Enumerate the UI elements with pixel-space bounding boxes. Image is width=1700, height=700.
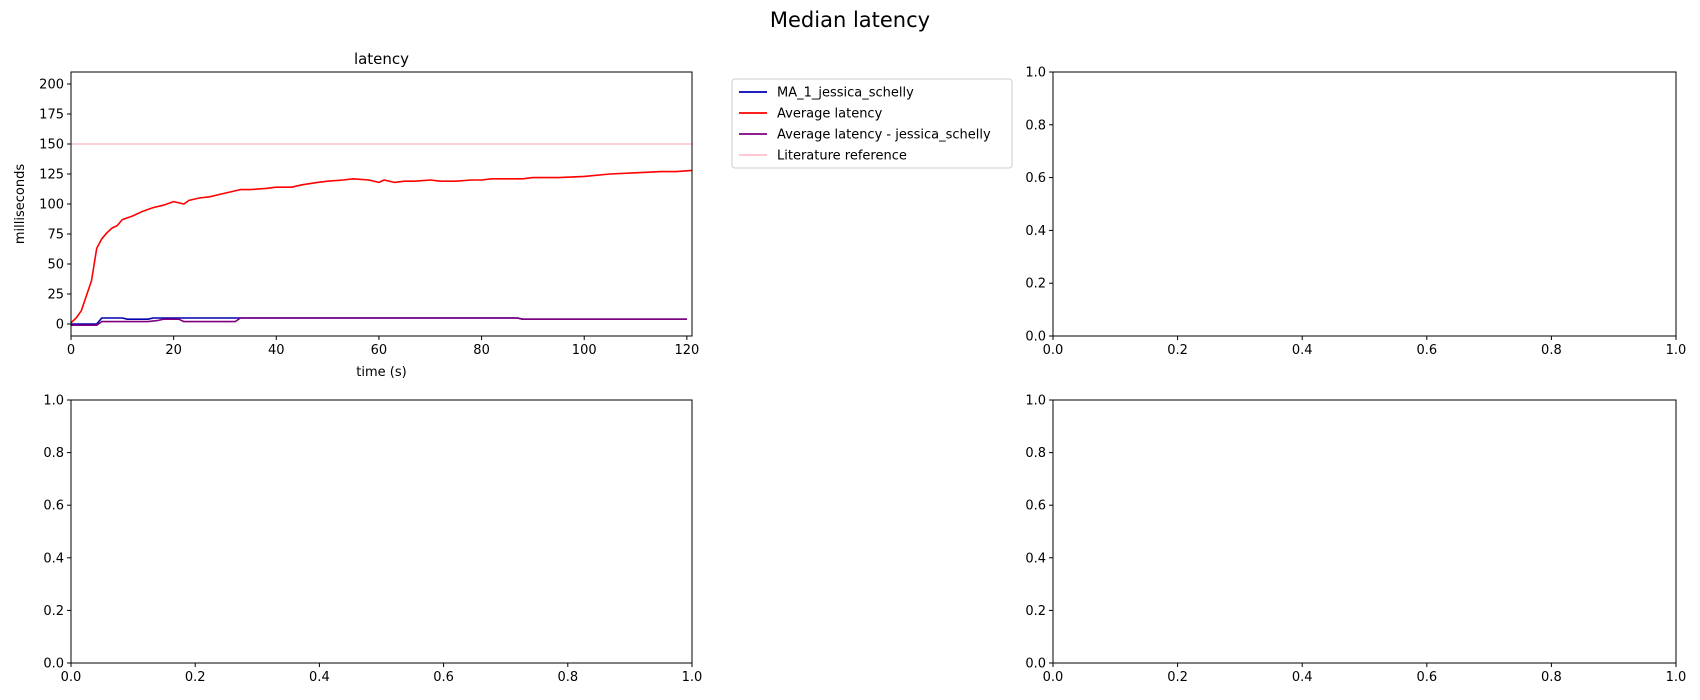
x-tick-label: 120 xyxy=(674,343,699,358)
y-tick-label: 0.2 xyxy=(43,604,64,619)
y-tick-label: 0 xyxy=(56,318,64,333)
y-tick-label: 1.0 xyxy=(43,394,64,409)
x-tick-label: 0.4 xyxy=(1292,343,1313,358)
x-tick-label: 0.6 xyxy=(1416,343,1437,358)
axes-frame-1 xyxy=(70,71,693,337)
y-tick-label: 0.8 xyxy=(43,446,64,461)
y-tick-label: 0.6 xyxy=(1025,171,1046,186)
y-tick-label: 0.6 xyxy=(1025,499,1046,514)
x-tick-label: 0 xyxy=(67,343,75,358)
x-tick-label: 0.0 xyxy=(1043,670,1064,685)
legend-entry-2: Average latency xyxy=(777,107,883,122)
x-tick-label: 0.0 xyxy=(1043,343,1064,358)
y-tick-label: 150 xyxy=(39,138,64,153)
y-tick-label: 0.8 xyxy=(1025,446,1046,461)
legend-entry-3: Average latency - jessica_schelly xyxy=(777,128,991,143)
y-tick-label: 0.2 xyxy=(1025,604,1046,619)
y-tick-label: 0.4 xyxy=(1025,551,1046,566)
series-line-average-latency xyxy=(71,169,692,324)
x-tick-label: 40 xyxy=(268,343,285,358)
x-tick-label: 80 xyxy=(473,343,490,358)
x-tick-label: 0.6 xyxy=(1416,670,1437,685)
axes-frame-4 xyxy=(1052,399,1677,664)
x-tick-label: 60 xyxy=(371,343,388,358)
x-tick-label: 100 xyxy=(572,343,597,358)
y-tick-label: 200 xyxy=(39,78,64,93)
x-tick-label: 1.0 xyxy=(682,670,703,685)
y-tick-label: 75 xyxy=(47,228,64,243)
figure-title: Median latency xyxy=(769,8,931,32)
x-tick-label: 0.6 xyxy=(433,670,454,685)
x-tick-label: 0.2 xyxy=(1167,343,1188,358)
x-tick-label: 1.0 xyxy=(1666,343,1687,358)
y-tick-label: 0.4 xyxy=(43,551,64,566)
legend-box xyxy=(731,78,1013,169)
y-tick-label: 100 xyxy=(39,198,64,213)
y-tick-label: 0.0 xyxy=(1025,657,1046,672)
legend-entry-4: Literature reference xyxy=(777,149,907,164)
x-tick-label: 0.2 xyxy=(1167,670,1188,685)
x-tick-label: 20 xyxy=(165,343,182,358)
x-tick-label: 0.2 xyxy=(185,670,206,685)
y-tick-label: 1.0 xyxy=(1025,394,1046,409)
x-tick-label: 0.8 xyxy=(1541,670,1562,685)
series-line-average-latency-jessica-schelly xyxy=(71,317,687,327)
axes-title: latency xyxy=(354,50,409,68)
y-tick-label: 1.0 xyxy=(1025,66,1046,81)
x-tick-label: 0.0 xyxy=(61,670,82,685)
x-tick-label: 0.4 xyxy=(309,670,330,685)
x-axis-label: time (s) xyxy=(356,365,406,380)
y-axis-label: milliseconds xyxy=(13,164,28,244)
y-tick-label: 175 xyxy=(39,108,64,123)
x-tick-label: 0.8 xyxy=(557,670,578,685)
axes-frame-2 xyxy=(1052,71,1677,337)
y-tick-label: 0.0 xyxy=(1025,330,1046,345)
y-tick-label: 50 xyxy=(47,258,64,273)
y-tick-label: 0.0 xyxy=(43,657,64,672)
x-tick-label: 1.0 xyxy=(1666,670,1687,685)
x-tick-label: 0.4 xyxy=(1292,670,1313,685)
y-tick-label: 0.4 xyxy=(1025,224,1046,239)
legend-entry-1: MA_1_jessica_schelly xyxy=(777,86,914,101)
y-tick-label: 0.6 xyxy=(43,499,64,514)
y-tick-label: 125 xyxy=(39,168,64,183)
x-tick-label: 0.8 xyxy=(1541,343,1562,358)
y-tick-label: 0.8 xyxy=(1025,118,1046,133)
y-tick-label: 25 xyxy=(47,288,64,303)
y-tick-label: 0.2 xyxy=(1025,277,1046,292)
axes-frame-3 xyxy=(70,399,693,664)
